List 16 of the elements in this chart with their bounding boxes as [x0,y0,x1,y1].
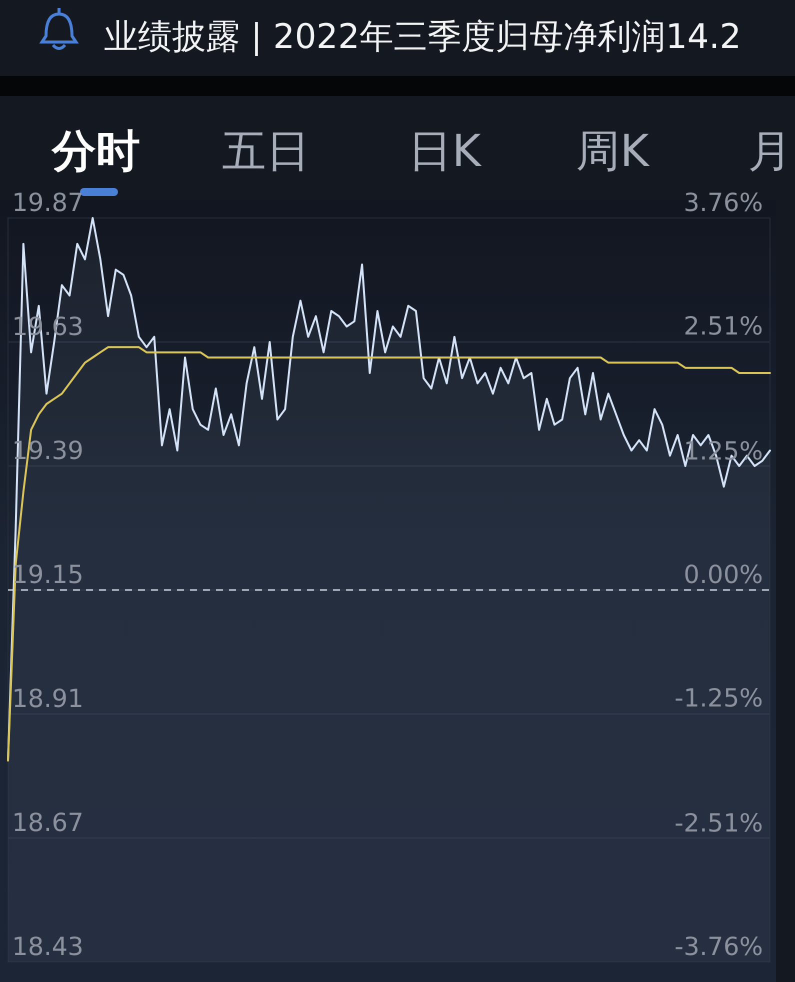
text: 月 [748,126,792,177]
y-tick-label: 19.87 [12,188,84,217]
y2-tick-label: -2.51% [674,808,763,838]
y2-tick-label: -3.76% [674,932,763,961]
text: 周K [576,126,650,177]
text: 日K [408,126,482,177]
y2-tick-label: 3.76% [684,188,763,217]
y2-tick-label: 0.00% [684,560,763,589]
y-tick-label: 18.67 [12,808,84,837]
y2-tick-label: -1.25% [674,684,763,713]
y2-tick-label: 2.51% [684,312,763,341]
y-tick-label: 18.91 [12,684,84,713]
text: 分时 [51,126,140,177]
text: 五日 [222,126,310,177]
chart-title: 业绩披露 | 2022年三季度归母净利润14.2 [104,17,742,57]
y-tick-label: 18.43 [12,932,84,961]
